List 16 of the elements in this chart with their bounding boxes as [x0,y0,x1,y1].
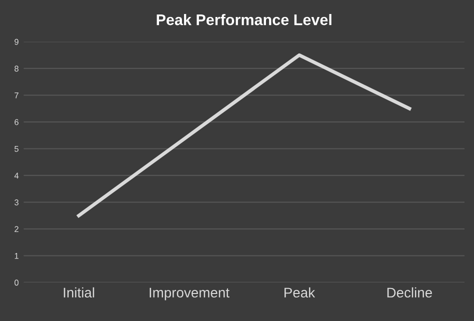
y-tick-label: 9 [14,38,18,45]
y-tick-label: 1 [14,253,18,259]
y-tick-label: 0 [14,280,19,286]
y-tick-label: 6 [14,119,18,126]
y-tick-label: 7 [14,92,18,98]
x-tick-label: Improvement [150,288,230,300]
y-tick-label: 2 [14,226,18,232]
x-tick-label: Peak [284,287,316,298]
y-tick-label: 3 [14,199,18,206]
y-tick-label: 8 [14,66,18,72]
x-tick-label: Decline [387,287,432,298]
y-tick-label: 4 [14,172,19,178]
chart-title: Peak Performance Level [156,14,332,26]
x-tick-label: Initial [64,287,94,298]
line-series [77,53,412,218]
y-tick-label: 5 [14,146,18,152]
